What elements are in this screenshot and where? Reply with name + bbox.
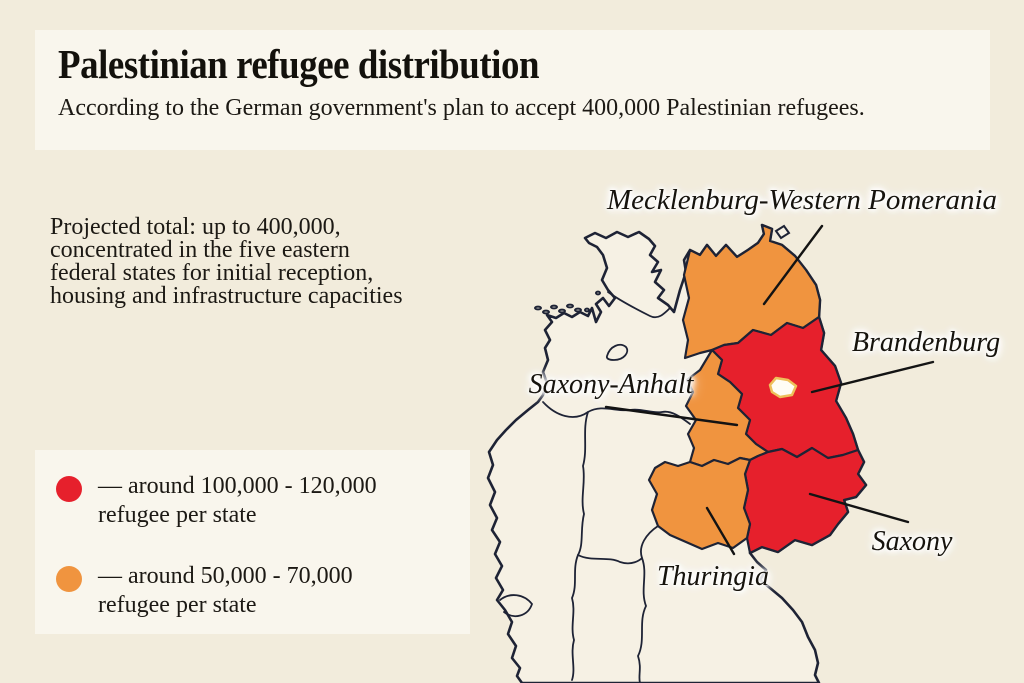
border-saarland xyxy=(499,594,534,618)
island-ruegen xyxy=(774,224,791,240)
legend-label: — around 50,000 - 70,000 refugee per sta… xyxy=(98,562,353,620)
border-nrw-hesse xyxy=(577,411,589,556)
island xyxy=(550,304,558,310)
island xyxy=(558,308,566,314)
legend-panel: — around 100,000 - 120,000 refugee per s… xyxy=(35,450,470,634)
label-saxony: Saxony xyxy=(871,526,953,557)
label-mecklenburg-western-pomerania: Mecklenburg-Western Pomerania xyxy=(606,184,998,216)
legend-item-red: — around 100,000 - 120,000 refugee per s… xyxy=(55,472,470,530)
page-title: Palestinian refugee distribution xyxy=(58,41,540,87)
border-hesse-bw xyxy=(577,554,643,565)
island xyxy=(534,305,542,311)
orange-dot-icon xyxy=(56,566,82,592)
leader-lines xyxy=(604,224,935,556)
state-saxony xyxy=(742,446,868,555)
red-dot-icon xyxy=(56,476,82,502)
island xyxy=(574,307,582,313)
red-dot-circle xyxy=(56,476,82,502)
legend-range-low: — around 50,000 - 70,000 xyxy=(98,563,353,589)
legend-item-orange: — around 50,000 - 70,000 refugee per sta… xyxy=(55,562,470,620)
leader-saxony-anhalt xyxy=(604,405,739,427)
title-panel: Palestinian refugee distribution Accordi… xyxy=(35,30,990,150)
leader-mecklenburg xyxy=(762,224,824,306)
label-thuringia: Thuringia xyxy=(656,561,770,592)
legend-unit: refugee per state xyxy=(98,592,257,618)
border-rp-bw xyxy=(571,554,579,681)
lake-blob xyxy=(605,343,629,361)
legend-label: — around 100,000 - 120,000 refugee per s… xyxy=(98,472,377,530)
label-brandenburg: Brandenburg xyxy=(851,327,1001,358)
legend-unit: refugee per state xyxy=(98,502,257,528)
border-bavaria-north-west xyxy=(637,525,659,683)
island xyxy=(566,303,574,309)
island xyxy=(595,290,601,296)
state-mecklenburg-western-pomerania xyxy=(681,223,822,360)
legend-range-high: — around 100,000 - 120,000 xyxy=(98,473,377,499)
leader-brandenburg xyxy=(810,360,935,394)
label-saxony-anhalt: Saxony-Anhalt xyxy=(528,369,694,400)
projection-note: Projected total: up to 400,000, concentr… xyxy=(50,214,403,309)
orange-dot-circle xyxy=(56,566,82,592)
berlin-area xyxy=(768,376,798,399)
state-thuringia xyxy=(647,456,752,551)
north-sea-islands xyxy=(534,290,601,315)
island xyxy=(542,309,550,315)
leader-thuringia xyxy=(705,506,736,556)
page-subtitle: According to the German government's pla… xyxy=(58,95,865,121)
island xyxy=(584,307,590,313)
leader-saxony xyxy=(808,492,910,524)
border-elbe xyxy=(607,291,671,319)
